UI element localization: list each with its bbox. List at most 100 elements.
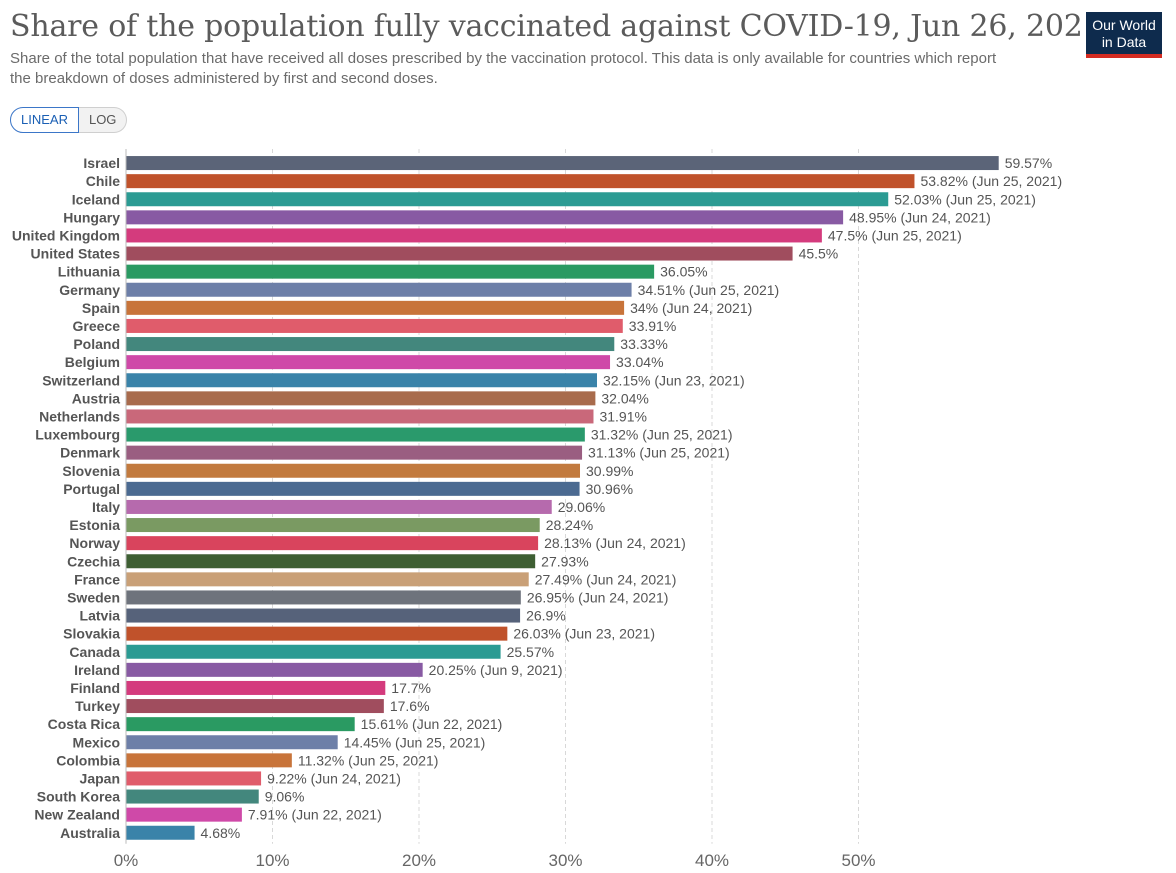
country-label: France: [74, 571, 120, 587]
country-label: Belgium: [65, 354, 120, 370]
country-label: Australia: [60, 825, 120, 841]
value-label: 9.22% (Jun 24, 2021): [267, 770, 401, 786]
bar: [126, 717, 355, 732]
logo-line-2: in Data: [1101, 34, 1147, 50]
value-label: 17.6%: [390, 698, 430, 714]
value-label: 33.91%: [629, 318, 676, 334]
country-label: Japan: [80, 770, 120, 786]
country-label: Ireland: [74, 662, 120, 678]
chart-subtitle: Share of the total population that have …: [10, 50, 997, 87]
value-label: 34.51% (Jun 25, 2021): [638, 282, 780, 298]
bar: [126, 427, 585, 442]
linear-scale-button[interactable]: LINEAR: [10, 107, 79, 133]
value-label: 17.7%: [391, 680, 431, 696]
x-tick-label: 40%: [695, 851, 729, 870]
bar: [126, 355, 611, 370]
value-label: 30.96%: [586, 481, 633, 497]
bar: [126, 825, 195, 840]
value-label: 34% (Jun 24, 2021): [630, 300, 752, 316]
bar: [126, 318, 623, 333]
x-tick-label: 30%: [548, 851, 582, 870]
bar: [126, 264, 655, 279]
log-scale-button[interactable]: LOG: [78, 107, 128, 133]
country-label: Poland: [73, 336, 120, 352]
value-label: 15.61% (Jun 22, 2021): [361, 716, 503, 732]
bar: [126, 300, 625, 315]
bar: [126, 499, 552, 514]
value-label: 31.13% (Jun 25, 2021): [588, 445, 730, 461]
value-label: 11.32% (Jun 25, 2021): [298, 752, 439, 768]
bar: [126, 409, 594, 424]
bar: [126, 662, 423, 677]
country-label: Turkey: [75, 698, 120, 714]
country-label: Austria: [72, 390, 120, 406]
value-label: 45.5%: [799, 246, 839, 262]
bar: [126, 753, 292, 768]
bar: [126, 554, 536, 569]
value-label: 31.32% (Jun 25, 2021): [591, 427, 733, 443]
logo-line-1: Our World: [1092, 17, 1156, 33]
value-label: 48.95% (Jun 24, 2021): [849, 209, 991, 225]
country-label: Estonia: [69, 517, 120, 533]
country-label: Latvia: [80, 608, 121, 624]
country-label: Luxembourg: [35, 427, 120, 443]
scale-toggle: LINEAR LOG: [10, 107, 128, 133]
value-label: 32.04%: [601, 390, 648, 406]
country-label: Hungary: [63, 209, 120, 225]
value-label: 53.82% (Jun 25, 2021): [920, 173, 1062, 189]
x-tick-label: 20%: [402, 851, 436, 870]
value-label: 52.03% (Jun 25, 2021): [894, 191, 1036, 207]
country-label: Denmark: [60, 445, 120, 461]
bar: [126, 518, 540, 533]
country-label: Finland: [70, 680, 120, 696]
value-label: 31.91%: [599, 408, 646, 424]
country-label: Switzerland: [42, 372, 120, 388]
value-label: 26.03% (Jun 23, 2021): [513, 626, 655, 642]
bar: [126, 735, 338, 750]
value-label: 28.24%: [546, 517, 593, 533]
value-label: 30.99%: [586, 463, 633, 479]
bar: [126, 192, 889, 207]
value-label: 32.15% (Jun 23, 2021): [603, 372, 745, 388]
chart-title: Share of the population fully vaccinated…: [10, 9, 1102, 44]
bar: [126, 337, 615, 352]
value-label: 36.05%: [660, 264, 707, 280]
country-label: Iceland: [72, 191, 120, 207]
country-label: New Zealand: [34, 807, 120, 823]
value-label: 26.9%: [526, 608, 566, 624]
value-label: 4.68%: [201, 825, 241, 841]
value-label: 59.57%: [1005, 155, 1052, 171]
bar: [126, 590, 521, 605]
value-label: 14.45% (Jun 25, 2021): [344, 734, 486, 750]
x-tick-label: 50%: [841, 851, 875, 870]
bar: [126, 463, 581, 478]
bar: [126, 391, 596, 406]
country-label: Canada: [69, 644, 120, 660]
bar: [126, 626, 508, 641]
country-label: Mexico: [73, 734, 120, 750]
bar: [126, 156, 999, 171]
country-label: Italy: [92, 499, 120, 515]
country-label: Slovenia: [62, 463, 120, 479]
bar: [126, 699, 384, 714]
x-tick-label: 0%: [114, 851, 139, 870]
country-label: United States: [31, 246, 121, 262]
bar: [126, 536, 539, 551]
bar: [126, 572, 529, 587]
owid-logo[interactable]: Our World in Data: [1086, 12, 1162, 58]
value-label: 33.04%: [616, 354, 663, 370]
country-label: Colombia: [56, 752, 120, 768]
country-label: Portugal: [63, 481, 120, 497]
country-label: Slovakia: [63, 626, 120, 642]
bar: [126, 644, 501, 659]
country-label: Czechia: [67, 553, 120, 569]
bar: [126, 210, 844, 225]
bar: [126, 789, 259, 804]
value-label: 47.5% (Jun 25, 2021): [828, 227, 962, 243]
bar: [126, 174, 915, 189]
bar: [126, 373, 597, 388]
value-label: 9.06%: [265, 789, 305, 805]
value-label: 20.25% (Jun 9, 2021): [429, 662, 563, 678]
value-label: 28.13% (Jun 24, 2021): [544, 535, 686, 551]
bar: [126, 282, 632, 297]
